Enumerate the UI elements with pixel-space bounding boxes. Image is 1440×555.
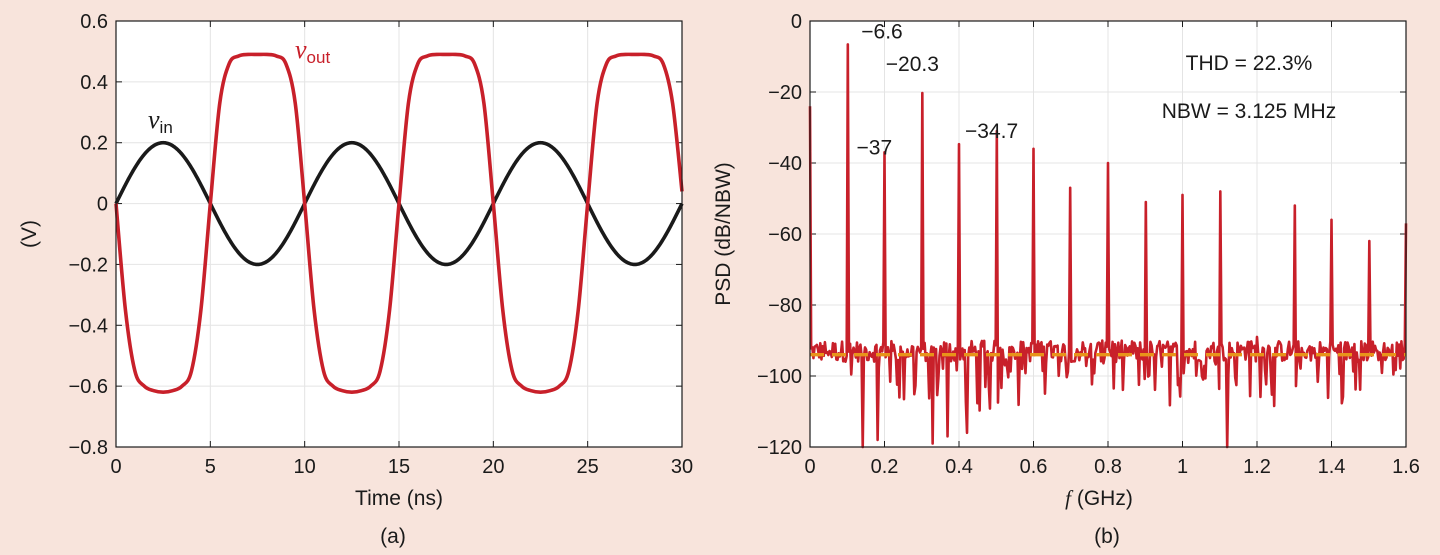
panel-b-x-tick-label: 1: [1177, 456, 1188, 478]
panel-b-x-tick-label: 0: [804, 456, 815, 478]
panel-a-x-tick-label: 30: [671, 456, 693, 478]
panel-a-x-tick-label: 5: [205, 456, 216, 478]
panel-b-x-axis-label-unit: (GHz): [1071, 487, 1133, 510]
panel-a-x-tick-label: 15: [388, 456, 410, 478]
peak-annotation: −34.7: [965, 120, 1018, 143]
panel-a-y-tick-label: 0.6: [80, 11, 108, 33]
peak-annotation: −37: [857, 136, 893, 159]
panel-b-x-tick-label: 1.2: [1243, 456, 1271, 478]
panel-a-y-axis-label: (V): [18, 220, 41, 248]
panel-b-frame: [809, 20, 1407, 448]
peak-annotation: −6.6: [861, 20, 902, 43]
panel-b-x-tick-label: 0.4: [945, 456, 973, 478]
vout-label-main: v: [295, 35, 307, 64]
panel-a-y-tick-label: 0: [97, 194, 108, 216]
panel-b-y-tick-label: −120: [757, 437, 802, 459]
panel-a-x-tick-label: 10: [294, 456, 316, 478]
panel-a-y-tick-label: −0.6: [69, 376, 108, 398]
panel-b-caption: (b): [1094, 525, 1120, 548]
panel-b-x-tick-label: 0.8: [1094, 456, 1122, 478]
panel-b-y-tick-label: −60: [768, 224, 802, 246]
panel-a-series: [114, 52, 684, 395]
panel-b-y-tick-label: −80: [768, 295, 802, 317]
vout-series-label: vout: [295, 35, 330, 67]
panel-b-x-tick-label: 1.6: [1392, 456, 1420, 478]
panel-b-x-axis-label: f (GHz): [1065, 486, 1133, 510]
vin-label-main: v: [148, 105, 160, 134]
panel-b-y-tick-label: −40: [768, 153, 802, 175]
panel-a-y-tick-label: −0.8: [69, 437, 108, 459]
panel-b-y-tick-label: −100: [757, 366, 802, 388]
panel-b-y-tick-label: 0: [791, 11, 802, 33]
panel-a-x-tick-label: 20: [482, 456, 504, 478]
panel-a-x-tick-label: 0: [110, 456, 121, 478]
panel-b-x-tick-label: 0.6: [1020, 456, 1048, 478]
panel-b-psd: 0 0.2 0.4 0.6 0.8 1 1.2 1.4 1.6 0 −20 −40 −60 −80 −100…: [712, 11, 1420, 548]
thd-annotation: THD = 22.3%: [1186, 52, 1313, 75]
panel-a-y-tick-label: 0.4: [80, 72, 108, 94]
panel-a-y-tick-label: −0.4: [69, 315, 108, 337]
panel-a-x-axis-label: Time (ns): [355, 487, 443, 510]
panel-a-frame: [115, 20, 683, 448]
panel-a-y-tick-label: 0.2: [80, 133, 108, 155]
peak-annotation: −20.3: [886, 53, 939, 76]
panel-a-x-tick-label: 25: [577, 456, 599, 478]
panel-b-series: [808, 43, 1408, 449]
vin-label-sub: in: [160, 118, 173, 137]
nbw-annotation: NBW = 3.125 MHz: [1162, 100, 1336, 123]
vin-series-label: vin: [148, 105, 173, 137]
panel-b-peak-annotations: −6.6 −20.3 −37 −34.7: [857, 20, 1019, 159]
panel-a-caption: (a): [380, 525, 406, 548]
panel-b-y-tick-label: −20: [768, 82, 802, 104]
vout-series-line: [114, 52, 684, 395]
panel-a-time-domain: 0 5 10 15 20 25 30 0.6 0.4 0.2 0 −0.2 −0.4 −0.6 −0.8 T…: [18, 11, 693, 548]
panel-b-y-axis-label: PSD (dB/NBW): [712, 162, 735, 306]
panel-a-ticks: 0 5 10 15 20 25 30 0.6 0.4 0.2 0 −0.2 −0.4 −0.6 −0.8: [69, 11, 694, 478]
panel-b-x-tick-label: 0.2: [871, 456, 899, 478]
panel-b-ticks: 0 0.2 0.4 0.6 0.8 1 1.2 1.4 1.6 0 −20 −40 −60 −80 −100…: [757, 11, 1420, 478]
panel-a-y-tick-label: −0.2: [69, 254, 108, 276]
panel-b-x-tick-label: 1.4: [1318, 456, 1346, 478]
panel-b-x-axis-label-f: f: [1065, 486, 1074, 510]
vout-label-sub: out: [307, 48, 331, 67]
